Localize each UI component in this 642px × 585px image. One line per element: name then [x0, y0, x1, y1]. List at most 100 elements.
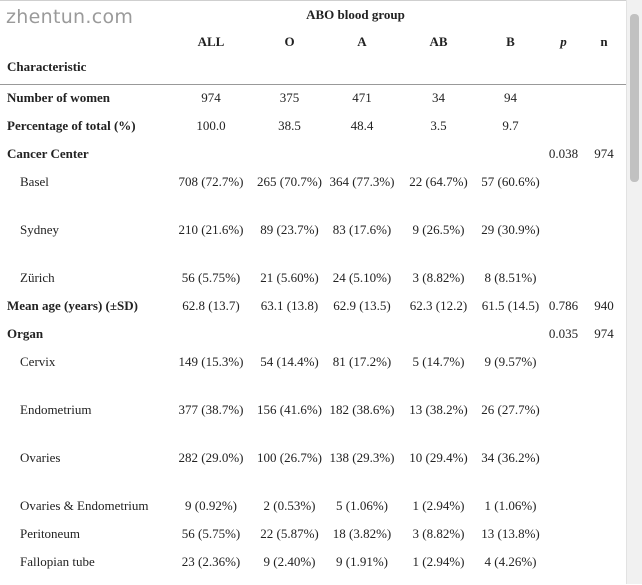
- table-cell: 56 (5.75%): [165, 265, 257, 293]
- table-cell: 156 (41.6%): [257, 397, 322, 445]
- table-cell: 3 (8.82%): [402, 521, 475, 549]
- table-cell: 210 (21.6%): [165, 217, 257, 265]
- col-header-all: ALL: [165, 30, 257, 56]
- row-label: Number of women: [0, 85, 165, 114]
- table-cell: 4 (4.26%): [475, 549, 546, 577]
- table-cell: [546, 85, 581, 114]
- table-cell: 0.786: [546, 293, 581, 321]
- row-label: Percentage of total (%): [0, 113, 165, 141]
- row-label: Fallopian tube: [0, 549, 165, 577]
- table-cell: [581, 169, 627, 217]
- row-label: Cancer Center: [0, 141, 165, 169]
- table-cell: [546, 217, 581, 265]
- table-cell: [165, 321, 257, 349]
- table-cell: [475, 141, 546, 169]
- table-cell: 94: [475, 85, 546, 114]
- table-cell: [402, 141, 475, 169]
- table-cell: 81 (17.2%): [322, 349, 402, 397]
- table-cell: 9.7: [475, 113, 546, 141]
- table-cell: 38.5: [257, 113, 322, 141]
- table-cell: [546, 549, 581, 577]
- table-cell: 13 (38.2%): [402, 397, 475, 445]
- table-cell: [546, 265, 581, 293]
- table-cell: [546, 493, 581, 521]
- table-cell: 375: [257, 85, 322, 114]
- table-cell: 34: [402, 85, 475, 114]
- row-label: Cervix: [0, 349, 165, 397]
- table-cell: 708 (72.7%): [165, 169, 257, 217]
- table-cell: [581, 397, 627, 445]
- table-cell: [581, 113, 627, 141]
- table-cell: 0.035: [546, 321, 581, 349]
- col-header-a: A: [322, 30, 402, 56]
- table-cell: [581, 493, 627, 521]
- table-cell: 54 (14.4%): [257, 349, 322, 397]
- table-cell: 9 (0.92%): [165, 493, 257, 521]
- table-cell: [546, 113, 581, 141]
- group-title: ABO blood group: [165, 1, 546, 30]
- col-header-b: B: [475, 30, 546, 56]
- table-cell: 100 (26.7%): [257, 445, 322, 493]
- table-cell: 24 (5.10%): [322, 265, 402, 293]
- table-cell: 62.3 (12.2): [402, 293, 475, 321]
- table-cell: 21 (5.60%): [257, 265, 322, 293]
- row-label: Sydney: [0, 217, 165, 265]
- table-cell: 9 (9.57%): [475, 349, 546, 397]
- table-cell: [546, 521, 581, 549]
- table-cell: [165, 141, 257, 169]
- table-cell: [257, 321, 322, 349]
- characteristic-header: Characteristic: [0, 56, 627, 85]
- table-cell: 2 (0.53%): [257, 493, 322, 521]
- table-cell: 9 (2.40%): [257, 549, 322, 577]
- table-cell: 377 (38.7%): [165, 397, 257, 445]
- table-cell: 56 (5.75%): [165, 521, 257, 549]
- row-label: Endometrium: [0, 397, 165, 445]
- table-cell: [546, 397, 581, 445]
- col-header-o: O: [257, 30, 322, 56]
- table-cell: 23 (2.36%): [165, 549, 257, 577]
- row-label: Ovaries: [0, 445, 165, 493]
- col-header-p: p: [546, 30, 581, 56]
- watermark: zhentun.com: [6, 6, 133, 28]
- table-cell: 1 (2.94%): [402, 493, 475, 521]
- table-cell: 83 (17.6%): [322, 217, 402, 265]
- table-cell: 22 (5.87%): [257, 521, 322, 549]
- table-cell: 265 (70.7%): [257, 169, 322, 217]
- table-cell: 26 (27.7%): [475, 397, 546, 445]
- table-frame: ABO blood group ALL O A AB B p n Charact…: [0, 0, 627, 585]
- row-label: Mean age (years) (±SD): [0, 293, 165, 321]
- table-cell: 9 (26.5%): [402, 217, 475, 265]
- row-label: Organ: [0, 321, 165, 349]
- table-cell: [475, 321, 546, 349]
- table-cell: 138 (29.3%): [322, 445, 402, 493]
- table-cell: 100.0: [165, 113, 257, 141]
- col-header-ab: AB: [402, 30, 475, 56]
- table-cell: [581, 217, 627, 265]
- table-cell: 940: [581, 293, 627, 321]
- table-cell: 13 (13.8%): [475, 521, 546, 549]
- table-cell: [257, 141, 322, 169]
- table-cell: 3 (8.82%): [402, 265, 475, 293]
- row-label: Ovaries & Endometrium: [0, 493, 165, 521]
- scrollbar-thumb[interactable]: [630, 14, 639, 182]
- blood-group-table: ABO blood group ALL O A AB B p n Charact…: [0, 1, 627, 585]
- table-cell: 182 (38.6%): [322, 397, 402, 445]
- table-cell: [581, 85, 627, 114]
- table-cell: [581, 521, 627, 549]
- row-label: Peritoneum: [0, 521, 165, 549]
- table-cell: [322, 141, 402, 169]
- table-cell: 29 (30.9%): [475, 217, 546, 265]
- table-cell: [546, 445, 581, 493]
- row-label: Zürich: [0, 265, 165, 293]
- vertical-scrollbar[interactable]: [626, 0, 642, 584]
- row-label: Basel: [0, 169, 165, 217]
- table-cell: 1 (1.06%): [475, 493, 546, 521]
- table-cell: [322, 321, 402, 349]
- table-cell: 0.038: [546, 141, 581, 169]
